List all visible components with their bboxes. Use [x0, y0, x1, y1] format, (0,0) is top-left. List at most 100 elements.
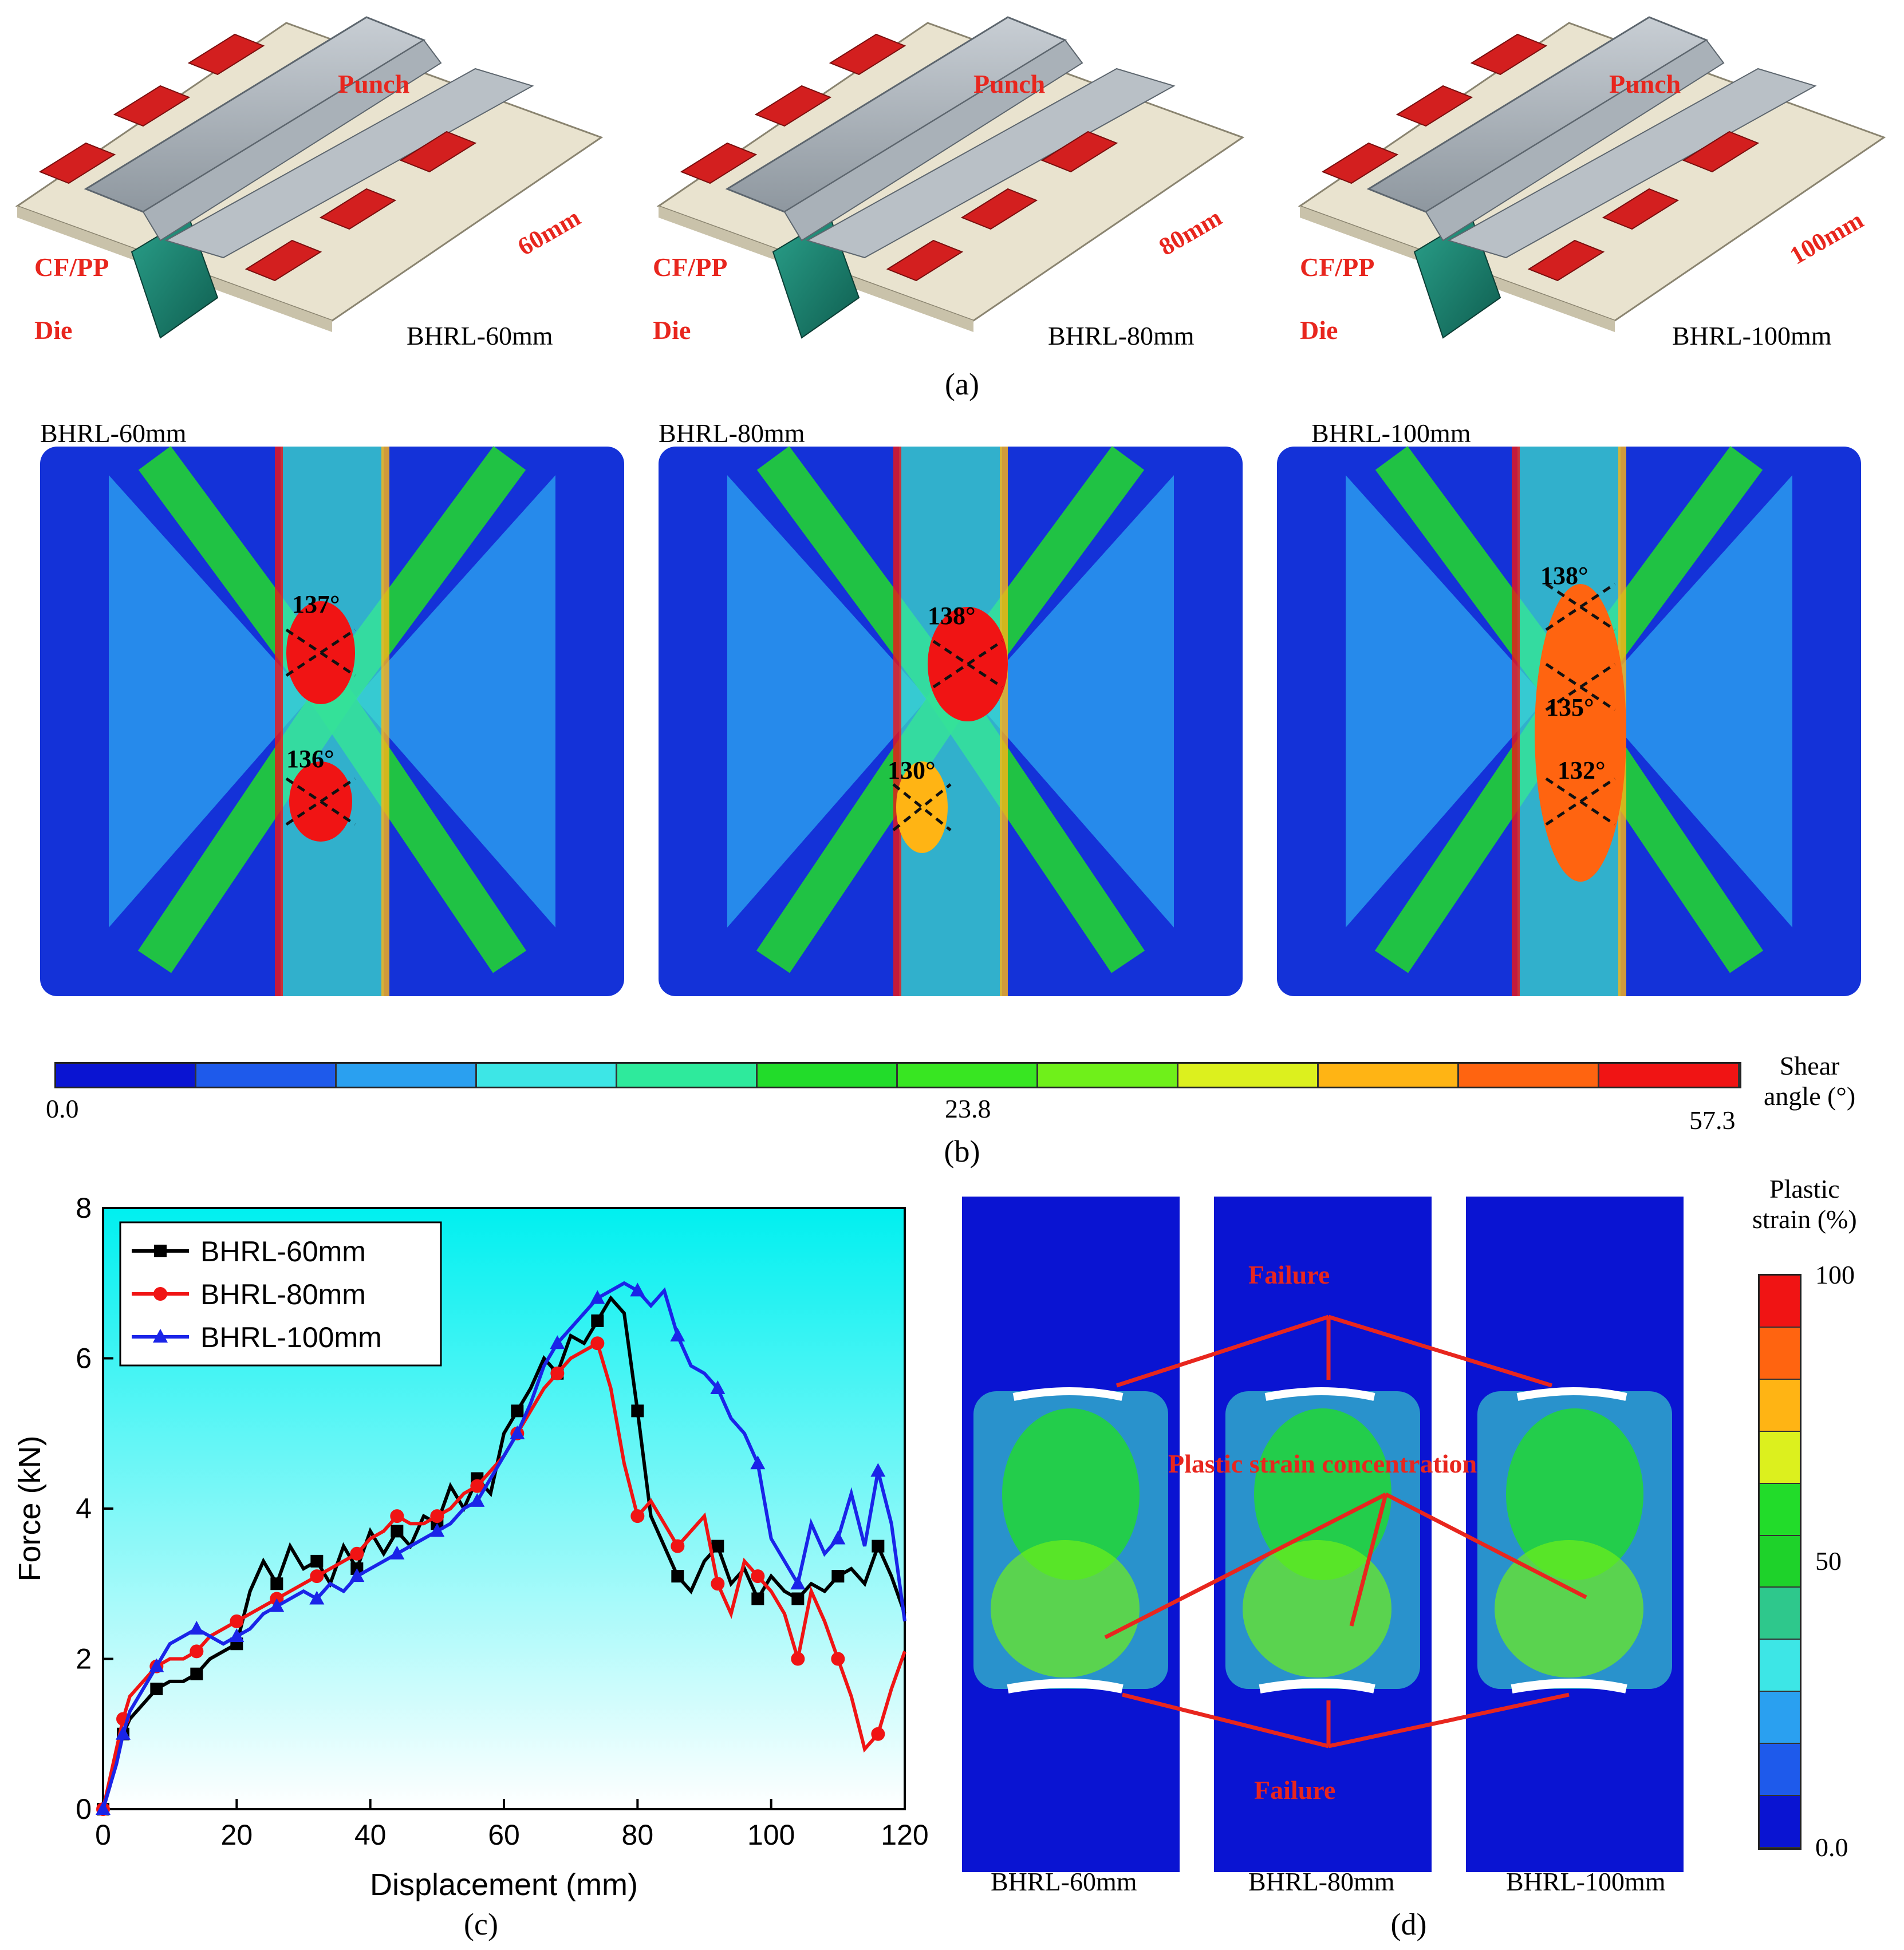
legend-marker [153, 1287, 167, 1301]
data-point [711, 1577, 725, 1591]
die-label-2: Die [653, 315, 691, 345]
data-point [872, 1540, 885, 1553]
x-tick-label: 60 [488, 1819, 520, 1851]
force-displacement-chart: 0 20 40 60 80 100 120 0 2 4 6 8 Displacement (mm) For… [13, 1192, 929, 1902]
shear-maps [0, 412, 1904, 1174]
data-point [310, 1569, 324, 1584]
x-tick-label: 100 [747, 1819, 795, 1851]
data-point [390, 1509, 404, 1523]
data-point [310, 1554, 324, 1568]
data-point [309, 1590, 325, 1605]
sample-label-2: BHRL-80mm [1248, 1867, 1395, 1896]
data-point [590, 1336, 605, 1351]
angle-1-1: 137° [292, 590, 340, 618]
shear-colorbar-segment [477, 1064, 617, 1087]
strain-colorbar-segment [1760, 1535, 1800, 1588]
data-point [389, 1545, 405, 1560]
shear-colorbar-segment [617, 1064, 758, 1087]
data-point [870, 1463, 886, 1477]
legend-label-2: BHRL-100mm [200, 1321, 382, 1353]
data-point [430, 1509, 444, 1523]
data-point [831, 1570, 845, 1583]
map-label-1: BHRL-60mm [40, 419, 187, 448]
data-point [190, 1667, 203, 1680]
strain-colorbar-segment [1760, 1483, 1800, 1536]
data-point [830, 1530, 846, 1545]
data-point [791, 1592, 805, 1605]
data-point [511, 1404, 524, 1418]
angle-3-3: 132° [1558, 756, 1606, 784]
caption-d: (d) [1390, 1907, 1427, 1941]
y-tick-label: 0 [76, 1793, 92, 1825]
angle-2-1: 138° [928, 602, 976, 630]
y-axis-label: Force (kN) [13, 1436, 47, 1582]
legend-marker [153, 1329, 168, 1343]
shear-colorbar-segment [1599, 1064, 1740, 1087]
data-point [429, 1523, 445, 1537]
strain-colorbar-segment [1760, 1796, 1800, 1848]
shear-title: Shear angle (°) [1764, 1051, 1855, 1111]
strain-max-label: 100 [1815, 1260, 1855, 1289]
panel-b: BHRL-60mm BHRL-80mm BHRL-100mm 137° 136°… [0, 412, 1904, 1174]
data-point [591, 1314, 604, 1327]
shear-colorbar-segment [56, 1064, 196, 1087]
shear-colorbar-segment [337, 1064, 477, 1087]
data-point [96, 1801, 111, 1815]
sample-label-1: BHRL-60mm [991, 1867, 1137, 1896]
data-point [229, 1628, 245, 1643]
x-axis-label: Displacement (mm) [370, 1868, 638, 1902]
data-point [831, 1652, 845, 1666]
sample-label-3: BHRL-100mm [1506, 1867, 1666, 1896]
data-point [671, 1539, 685, 1553]
data-point [710, 1380, 726, 1394]
map-label-2: BHRL-80mm [659, 419, 805, 448]
failure-label-top: Failure [1248, 1260, 1330, 1289]
shear-colorbar-segment [758, 1064, 898, 1087]
data-point [630, 1282, 645, 1297]
strain-colorbar-segment [1760, 1692, 1800, 1744]
data-point [150, 1683, 163, 1695]
model-label-3: BHRL-100mm [1672, 321, 1832, 350]
series-line-2 [101, 1281, 906, 1810]
data-point [790, 1576, 806, 1590]
plastic-strain-maps [951, 1174, 1752, 1884]
shear-title-line2: angle (°) [1764, 1081, 1856, 1111]
angle-1-2: 136° [286, 745, 334, 773]
legend-label-1: BHRL-80mm [200, 1278, 366, 1310]
data-point [711, 1540, 724, 1553]
strain-colorbar-segment [1760, 1327, 1800, 1380]
data-point [791, 1652, 805, 1666]
data-point [350, 1546, 364, 1561]
strain-colorbar-segment [1760, 1588, 1800, 1640]
strain-title-line2: strain (%) [1752, 1205, 1857, 1234]
data-point [550, 1335, 565, 1349]
caption-a: (a) [945, 367, 979, 401]
data-point [230, 1614, 244, 1628]
data-point [149, 1658, 164, 1672]
x-tick-label: 20 [221, 1819, 253, 1851]
model-label-1: BHRL-60mm [407, 321, 553, 350]
data-point [630, 1509, 645, 1523]
cfpp-label-2: CF/PP [653, 252, 728, 282]
series-line-1 [101, 1340, 906, 1810]
failure-label-bottom: Failure [1254, 1775, 1336, 1805]
data-point [269, 1598, 285, 1612]
strain-mid-label: 50 [1815, 1546, 1842, 1576]
shear-min-label: 0.0 [46, 1094, 79, 1123]
data-point [349, 1568, 365, 1582]
data-point [189, 1621, 204, 1635]
punch-label-2: Punch [973, 69, 1046, 98]
punch-label-3: Punch [1609, 69, 1681, 98]
data-point [751, 1569, 765, 1584]
strain-colorbar-segment [1760, 1744, 1800, 1797]
data-point [391, 1525, 404, 1538]
shear-colorbar-segment [898, 1064, 1038, 1087]
punch-label-1: Punch [338, 69, 410, 98]
x-tick-label: 120 [881, 1819, 928, 1851]
x-tick-label: 40 [354, 1819, 387, 1851]
panel-c: 0 20 40 60 80 100 120 0 2 4 6 8 Displacement (mm) For… [0, 1174, 939, 1950]
data-point [470, 1479, 484, 1493]
x-tick-label: 80 [622, 1819, 654, 1851]
shear-title-line1: Shear [1779, 1051, 1840, 1080]
data-point [871, 1727, 885, 1741]
